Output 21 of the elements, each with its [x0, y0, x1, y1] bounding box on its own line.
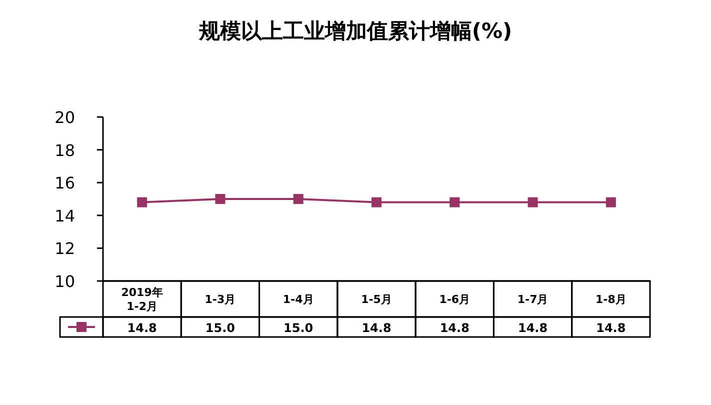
ytick: 20: [54, 108, 75, 127]
xtick: 1-4月: [282, 293, 314, 306]
ytick: 10: [54, 272, 75, 291]
ytick: 18: [54, 140, 75, 160]
data-label: 15.0: [284, 321, 314, 335]
ytick: 16: [54, 174, 75, 193]
xtick: 1-3月: [204, 293, 236, 306]
ytick: 12: [54, 239, 75, 258]
data-label: 14.8: [440, 321, 470, 335]
xtick: 1-8月: [596, 293, 626, 306]
xtick: 1-6月: [439, 293, 470, 306]
data-label: 14.8: [596, 321, 626, 335]
ytick: 14: [54, 206, 75, 226]
xtick: 1-5月: [361, 293, 392, 306]
data-label: 14.8: [127, 321, 157, 335]
xtick: 2019年 1-2月: [121, 286, 163, 313]
title: 规模以上工业增加值累计增幅(%): [198, 19, 512, 43]
data-label: 14.8: [362, 321, 392, 335]
data-label: 14.8: [518, 321, 548, 335]
xtick: 1-7月: [517, 293, 548, 306]
data-label: 15.0: [205, 321, 236, 335]
